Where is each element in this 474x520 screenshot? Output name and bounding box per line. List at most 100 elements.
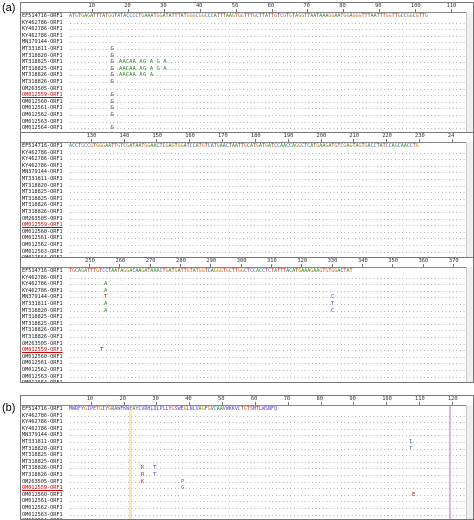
sequence-name[interactable]: OM012561-ORF1 (22, 105, 63, 112)
sequence-name[interactable]: MT331811-ORF1 (22, 300, 63, 307)
sequence-name[interactable]: MT318826-ORF1 (22, 78, 63, 85)
ruler-tick-label: 100 (410, 3, 421, 9)
ruler-tick-line (287, 402, 289, 405)
sequence-name[interactable]: MT318826-ORF1 (22, 471, 63, 478)
sequence-name[interactable]: OM012560-ORF1 (22, 98, 63, 105)
sequence-name[interactable]: KY462786-ORF1 (22, 412, 63, 419)
sequence-name[interactable]: MT318826-ORF1 (22, 327, 63, 334)
sequence-name[interactable]: OM012562-ORF1 (22, 111, 63, 118)
sequence-name[interactable]: KY462786-ORF1 (22, 419, 63, 426)
ruler-tick-label: 70 (303, 3, 310, 9)
sequence-name[interactable]: OM012561-ORF1 (22, 235, 63, 242)
sequence-row: ........................................… (69, 156, 466, 163)
sequence-name[interactable]: MT318825-ORF1 (22, 452, 63, 459)
sequence-name[interactable]: OM012564-ORF1 (22, 125, 63, 132)
sequence-name[interactable]: KY462786-ORF1 (22, 425, 63, 432)
sequence-row: ........................................… (69, 222, 466, 229)
sequence-name[interactable]: MT318825-ORF1 (22, 458, 63, 465)
sequence-name[interactable]: OM012559-ORF1 (22, 485, 63, 492)
sequence-name[interactable]: KY462786-ORF1 (22, 149, 63, 156)
sequence-name[interactable]: MT318826-ORF1 (22, 72, 63, 79)
sequence-name[interactable]: OM012562-ORF1 (22, 241, 63, 248)
sequence-name[interactable]: MT318826-ORF1 (22, 208, 63, 215)
sequence-name[interactable]: OM012563-ORF1 (22, 248, 63, 255)
variant-mark: I (409, 439, 413, 446)
sequence-name[interactable]: EF514716-ORF1 (22, 143, 63, 149)
sequence-name[interactable]: OM012563-ORF1 (22, 373, 63, 380)
sequence-name[interactable]: OM012560-ORF1 (22, 353, 63, 360)
alignment-block-4[interactable]: 10 20 30 40 50 60 70 80 90 100 110 120 EF514716-ORF1… (20, 395, 474, 520)
sequence-name[interactable]: KY462786-ORF1 (22, 32, 63, 39)
sequence-name[interactable]: OM012562-ORF1 (22, 504, 63, 511)
sequence-name[interactable]: MN379144-ORF1 (22, 294, 63, 301)
variant-mark: T (100, 347, 104, 354)
sequence-name[interactable]: MT318825-ORF1 (22, 65, 63, 72)
sequence-name[interactable]: MT318825-ORF1 (22, 314, 63, 321)
sequence-name[interactable]: OM263505-ORF1 (22, 340, 63, 347)
sequence-name[interactable]: MT318820-ORF1 (22, 445, 63, 452)
sequence-row: ........................................… (69, 65, 466, 72)
ruler-tick-line (392, 264, 394, 267)
sequence-row: ........................................… (69, 182, 466, 189)
sequence-row: ........................................… (69, 445, 466, 452)
ruler-tick-line (156, 402, 158, 405)
ruler-tick-line (422, 264, 424, 267)
sequence-name[interactable]: MT318825-ORF1 (22, 189, 63, 196)
sequence-name[interactable]: OM012560-ORF1 (22, 228, 63, 235)
alignment-block-2[interactable]: 130 140 150 160 170 180 190 200 210 220 230 24 EF514… (20, 132, 474, 273)
sequence-name[interactable]: MT318820-ORF1 (22, 307, 63, 314)
vertical-scrollbar[interactable] (466, 142, 473, 272)
sequence-name[interactable]: MN379144-ORF1 (22, 432, 63, 439)
sequence-name[interactable]: MT318826-ORF1 (22, 202, 63, 209)
sequence-row: ........................................… (69, 373, 466, 380)
sequence-name[interactable]: MT318825-ORF1 (22, 59, 63, 66)
sequence-name[interactable]: OM263505-ORF1 (22, 478, 63, 485)
sequence-name[interactable]: MT318820-ORF1 (22, 52, 63, 59)
sequence-name[interactable]: OM012559-ORF1 (22, 222, 63, 229)
sequence-name[interactable]: KY462786-ORF1 (22, 281, 63, 288)
sequence-name[interactable]: KY462786-ORF1 (22, 156, 63, 163)
sequence-name[interactable]: KY462786-ORF1 (22, 19, 63, 26)
sequence-name[interactable]: KY462786-ORF1 (22, 162, 63, 169)
sequence-name[interactable]: MT331811-ORF1 (22, 175, 63, 182)
sequence-name[interactable]: KY462786-ORF1 (22, 26, 63, 33)
sequence-name[interactable]: OM263505-ORF1 (22, 215, 63, 222)
alignment-block-1[interactable]: 10 20 30 40 50 60 70 80 90 100 110 EF514716-ORF1 KY4… (20, 2, 474, 143)
sequence-name[interactable]: MT318825-ORF1 (22, 195, 63, 202)
alignment-block-3[interactable]: 250 260 270 280 290 300 310 320 330 340 350 360 370 E… (20, 257, 474, 383)
sequence-row: ........................................… (69, 52, 466, 59)
vertical-scrollbar[interactable] (466, 267, 473, 382)
vertical-scrollbar[interactable] (466, 405, 473, 519)
sequence-name[interactable]: OM012559-ORF1 (22, 347, 63, 354)
sequence-name[interactable]: MT318826-ORF1 (22, 465, 63, 472)
sequence-name[interactable]: OM263505-ORF1 (22, 85, 63, 92)
sequence-name[interactable]: OM012559-ORF1 (22, 92, 63, 99)
sequence-name[interactable]: OM012561-ORF1 (22, 498, 63, 505)
sequence-name[interactable]: OM012563-ORF1 (22, 118, 63, 125)
sequence-area: TGCAGATTTGTCCTAATAGGACAAGATAAACTGATGATTG… (69, 268, 466, 382)
ruler-tick-label: 180 (250, 133, 261, 139)
sequence-name[interactable]: MT318826-ORF1 (22, 333, 63, 340)
sequence-name[interactable]: EF514716-ORF1 (22, 13, 63, 19)
ruler-tick-line (419, 402, 421, 405)
sequence-name[interactable]: MT331811-ORF1 (22, 45, 63, 52)
sequence-name[interactable]: OM012562-ORF1 (22, 366, 63, 373)
sequence-name[interactable]: OM012563-ORF1 (22, 511, 63, 518)
sequence-name[interactable]: MT318820-ORF1 (22, 182, 63, 189)
sequence-row: ........................................… (69, 498, 466, 505)
sequence-name[interactable]: EF514716-ORF1 (22, 268, 63, 274)
vertical-scrollbar[interactable] (466, 12, 473, 142)
sequence-name[interactable]: OM012564-ORF1 (21, 380, 68, 382)
sequence-name[interactable]: KY462786-ORF1 (22, 287, 63, 294)
sequence-name[interactable]: OM012561-ORF1 (22, 360, 63, 367)
sequence-name[interactable]: MN379144-ORF1 (22, 39, 63, 46)
variant-mark: G A G A (143, 65, 167, 73)
sequence-name[interactable]: MT318825-ORF1 (22, 320, 63, 327)
sequence-name[interactable]: MN379144-ORF1 (22, 169, 63, 176)
sequence-name[interactable]: KY462786-ORF1 (22, 274, 63, 281)
sequence-name[interactable]: OM012560-ORF1 (22, 491, 63, 498)
sequence-row: ........................................… (69, 45, 466, 52)
sequence-row: ........................................… (69, 202, 466, 209)
sequence-name[interactable]: EF514716-ORF1 (22, 406, 63, 412)
sequence-name[interactable]: MT331811-ORF1 (22, 438, 63, 445)
